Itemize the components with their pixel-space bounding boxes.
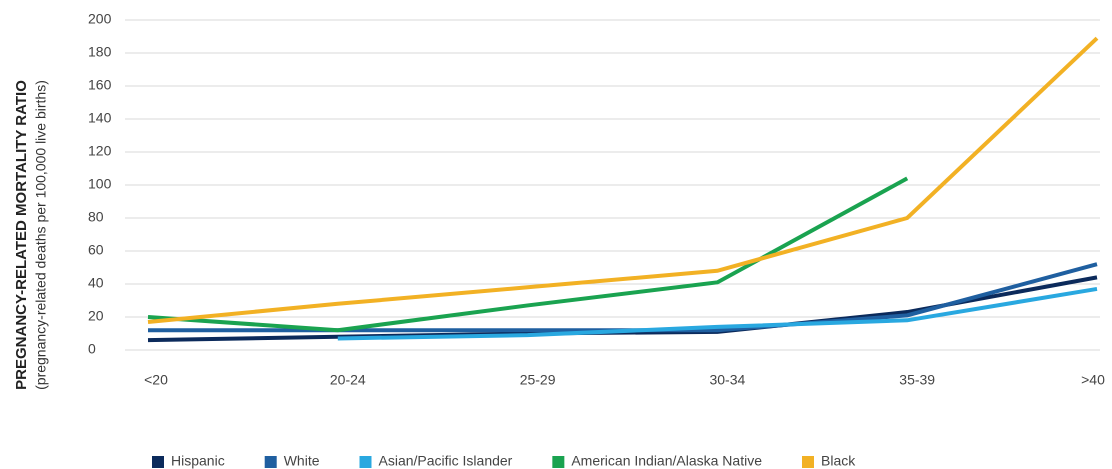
y-tick-label: 120 <box>88 143 112 159</box>
y-tick-label: 140 <box>88 110 112 126</box>
y-tick-label: 0 <box>88 341 96 357</box>
x-tick-label: >40 <box>1081 372 1105 388</box>
y-tick-label: 80 <box>88 209 104 225</box>
legend-label: White <box>284 453 320 469</box>
legend-label: Black <box>821 453 856 469</box>
series-line <box>147 36 1099 324</box>
y-axis-subtitle: (pregnancy-related deaths per 100,000 li… <box>33 80 49 390</box>
legend-swatch <box>152 456 164 468</box>
y-tick-label: 160 <box>88 77 112 93</box>
legend-label: Asian/Pacific Islander <box>379 453 513 469</box>
y-tick-label: 60 <box>88 242 104 258</box>
y-tick-label: 200 <box>88 11 112 27</box>
x-tick-label: 35-39 <box>899 372 935 388</box>
legend-label: Hispanic <box>171 453 225 469</box>
x-tick-label: <20 <box>144 372 168 388</box>
x-tick-label: 25-29 <box>520 372 556 388</box>
y-tick-label: 40 <box>88 275 104 291</box>
legend-label: American Indian/Alaska Native <box>571 453 762 469</box>
y-axis-title: PREGNANCY-RELATED MORTALITY RATIO <box>13 80 30 390</box>
x-tick-label: 30-34 <box>709 372 745 388</box>
legend-swatch <box>359 456 372 468</box>
x-tick-label: 20-24 <box>330 372 366 388</box>
series-line <box>147 176 909 333</box>
legend-swatch <box>552 456 565 468</box>
series-line <box>337 286 1098 341</box>
series-line <box>148 262 1098 333</box>
y-tick-label: 100 <box>88 176 112 192</box>
legend-swatch <box>802 456 814 468</box>
legend-swatch <box>264 456 277 468</box>
y-tick-label: 20 <box>88 308 104 324</box>
y-tick-label: 180 <box>88 44 112 60</box>
